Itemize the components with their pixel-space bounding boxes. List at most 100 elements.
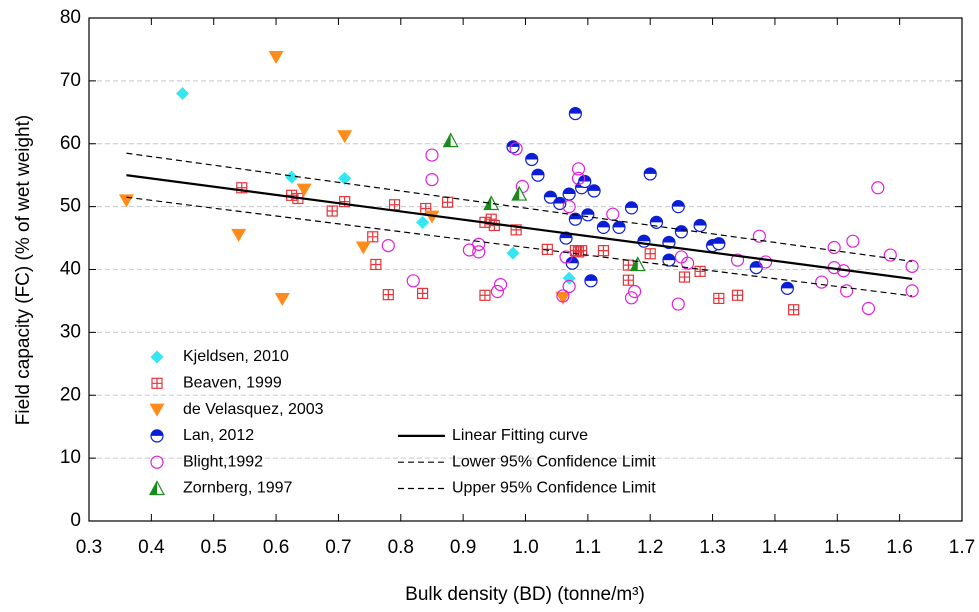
circle <box>562 279 576 294</box>
circle <box>606 207 620 221</box>
circle <box>381 239 395 253</box>
marker <box>758 255 773 269</box>
legend-marker <box>149 403 165 417</box>
marker <box>788 304 800 316</box>
fit-line <box>126 152 913 262</box>
diamond <box>176 86 190 100</box>
circle <box>571 162 586 176</box>
legend-label: de Velasquez, 2003 <box>183 401 324 418</box>
x-tick-label: 0.6 <box>263 537 289 558</box>
marker <box>490 284 505 299</box>
marker <box>425 148 439 162</box>
x-tick-label: 1.1 <box>575 537 601 558</box>
marker <box>596 220 611 234</box>
plus <box>286 190 297 201</box>
marker <box>827 240 841 255</box>
half <box>637 235 650 242</box>
marker <box>644 248 656 260</box>
x-tick-label: 1.6 <box>886 537 912 558</box>
plus <box>489 220 500 231</box>
half <box>644 167 657 174</box>
plus <box>327 206 338 217</box>
triangle <box>149 403 165 417</box>
y-tick-label: 70 <box>60 70 81 91</box>
legend-marker <box>151 377 163 389</box>
plus <box>479 290 490 301</box>
circle <box>628 284 642 299</box>
half <box>151 429 163 436</box>
marker <box>511 185 528 201</box>
triangle <box>296 183 312 197</box>
marker <box>285 170 299 184</box>
legend-label: Zornberg, 1997 <box>183 480 293 497</box>
marker <box>861 301 876 316</box>
half <box>581 208 594 215</box>
x-axis-title: Bulk density (BD) (tonne/m³) <box>405 584 645 605</box>
marker <box>840 284 854 298</box>
circle <box>425 148 439 162</box>
marker <box>905 284 919 298</box>
marker <box>326 205 338 217</box>
y-tick-label: 50 <box>60 196 81 217</box>
half <box>544 191 557 198</box>
half <box>672 200 685 207</box>
circle <box>905 259 919 273</box>
legend-label: Blight,1992 <box>183 453 263 470</box>
marker <box>425 172 439 187</box>
marker <box>731 289 744 301</box>
circle <box>472 245 486 259</box>
legend-marker <box>150 429 164 443</box>
marker <box>176 86 190 100</box>
half <box>613 221 626 228</box>
marker <box>568 106 582 121</box>
half <box>781 282 794 289</box>
half <box>662 236 675 243</box>
triangle <box>274 293 290 307</box>
circle <box>827 240 841 255</box>
marker <box>624 291 639 305</box>
marker <box>780 281 795 295</box>
y-tick-label: 0 <box>70 510 81 531</box>
diamond <box>338 171 352 185</box>
x-tick-label: 0.4 <box>138 537 165 558</box>
circle <box>493 277 508 292</box>
circle <box>624 291 639 305</box>
marker <box>406 274 420 288</box>
plus <box>788 304 799 315</box>
y-tick-label: 10 <box>60 447 81 468</box>
plus <box>370 259 381 270</box>
marker <box>581 208 595 222</box>
fit-line <box>126 174 913 281</box>
marker <box>381 239 395 253</box>
half <box>584 274 597 281</box>
marker <box>576 245 588 257</box>
plot-frame <box>88 17 963 522</box>
marker <box>506 246 520 260</box>
marker <box>479 289 491 301</box>
marker <box>231 228 247 242</box>
half <box>662 254 675 261</box>
x-tick-label: 1.2 <box>637 537 663 558</box>
circle <box>425 172 439 187</box>
marker <box>268 50 284 64</box>
x-tick-label: 1.3 <box>699 537 725 558</box>
plus <box>732 290 743 301</box>
circle <box>681 256 695 270</box>
half <box>694 219 707 226</box>
legend-label: Upper 95% Confidence Limit <box>452 480 656 497</box>
marker <box>286 189 298 201</box>
marker <box>355 241 371 255</box>
marker <box>441 196 454 208</box>
marker <box>752 229 766 243</box>
marker <box>905 259 919 273</box>
circle <box>815 275 829 289</box>
y-tick-label: 80 <box>60 7 81 28</box>
plus <box>713 293 724 304</box>
circle <box>150 455 164 469</box>
marker <box>637 234 651 248</box>
plus <box>623 275 634 286</box>
marker <box>543 190 558 204</box>
circle <box>861 301 876 316</box>
marker <box>571 162 586 176</box>
